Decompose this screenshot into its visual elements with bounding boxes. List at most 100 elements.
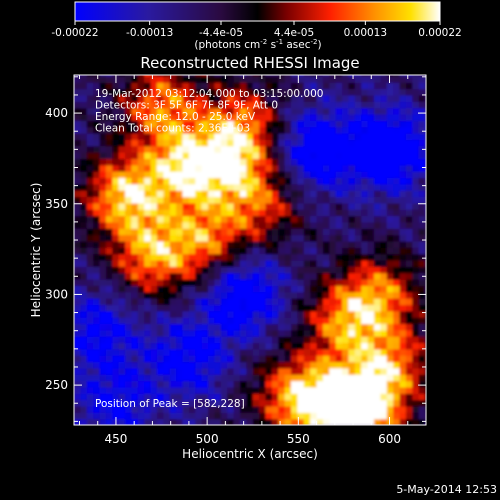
heatmap-cell [176, 101, 184, 109]
heatmap-cell [412, 399, 420, 407]
heatmap-cell [354, 75, 362, 83]
heatmap-cell [374, 348, 381, 356]
heatmap-cell [297, 336, 305, 344]
heatmap-cell [99, 361, 107, 369]
heatmap-cell [99, 133, 107, 140]
heatmap-cell [412, 234, 420, 242]
heatmap-cell [93, 240, 101, 248]
heatmap-cell [374, 88, 381, 96]
heatmap-cell [374, 209, 381, 217]
heatmap-cell [105, 228, 113, 236]
heatmap-cell [156, 298, 164, 306]
heatmap-cell [386, 361, 394, 369]
heatmap-cell [74, 336, 81, 344]
heatmap-cell [93, 158, 101, 166]
heatmap-cell [188, 196, 196, 204]
heatmap-cell [246, 412, 254, 420]
heatmap-cell [227, 190, 235, 198]
heatmap-cell [220, 145, 228, 153]
heatmap-cell [74, 285, 81, 293]
heatmap-cell [405, 291, 413, 299]
heatmap-cell [361, 126, 369, 134]
heatmap-cell [131, 82, 139, 90]
heatmap-cell [393, 323, 401, 331]
heatmap-cell [220, 247, 228, 255]
heatmap-cell [259, 113, 267, 121]
heatmap-cell [182, 177, 190, 185]
heatmap-cell [214, 183, 222, 191]
heatmap-cell [259, 120, 267, 128]
heatmap-cell [99, 279, 107, 286]
heatmap-cell [195, 279, 203, 286]
heatmap-cell [220, 279, 228, 286]
heatmap-cell [386, 374, 394, 382]
heatmap-cell [150, 75, 158, 77]
heatmap-cell [144, 120, 152, 128]
heatmap-cell [418, 139, 426, 147]
heatmap-cell [195, 152, 203, 160]
heatmap-cell [227, 202, 235, 210]
heatmap-cell [99, 158, 107, 166]
heatmap-cell [163, 285, 171, 293]
heatmap-cell [99, 82, 107, 90]
heatmap-cell [227, 107, 235, 115]
heatmap-cell [118, 190, 126, 198]
heatmap-cell [169, 374, 177, 382]
heatmap-cell [246, 139, 254, 147]
heatmap-cell [374, 164, 381, 172]
heatmap-cell [412, 253, 420, 261]
heatmap-cell [150, 317, 158, 325]
heatmap-cell [386, 266, 394, 274]
heatmap-cell [342, 386, 350, 394]
heatmap-cell [380, 209, 388, 217]
heatmap-cell [99, 209, 107, 217]
heatmap-cell [354, 158, 362, 166]
heatmap-cell [405, 152, 413, 160]
heatmap-cell [418, 291, 426, 299]
heatmap-cell [74, 101, 81, 109]
heatmap-cell [418, 107, 426, 115]
heatmap-cell [399, 291, 407, 299]
heatmap-cell [93, 101, 101, 109]
heatmap-cell [405, 380, 413, 388]
heatmap-cell [367, 266, 375, 274]
heatmap-cell [156, 304, 164, 312]
heatmap-cell [335, 126, 343, 134]
heatmap-cell [93, 196, 101, 204]
heatmap-cell [380, 266, 388, 274]
heatmap-cell [208, 348, 216, 356]
heatmap-cell [310, 152, 318, 160]
heatmap-cell [278, 355, 286, 363]
heatmap-cell [348, 272, 356, 280]
heatmap-cell [125, 82, 133, 90]
heatmap-cell [220, 120, 228, 128]
heatmap-cell [150, 94, 158, 102]
heatmap-cell [354, 399, 362, 407]
heatmap-cell [297, 298, 305, 306]
heatmap-cell [374, 126, 381, 134]
heatmap-cell [74, 107, 81, 115]
heatmap-cell [182, 304, 190, 312]
heatmap-cell [201, 380, 209, 388]
heatmap-cell [386, 304, 394, 312]
heatmap-cell [265, 253, 273, 261]
heatmap-cell [86, 348, 94, 356]
heatmap-cell [176, 386, 184, 394]
heatmap-cell [156, 253, 164, 261]
heatmap-cell [125, 380, 133, 388]
heatmap-cell [112, 399, 120, 407]
heatmap-cell [303, 120, 311, 128]
heatmap-cell [239, 94, 247, 102]
heatmap-cell [335, 183, 343, 191]
heatmap-cell [214, 133, 222, 140]
heatmap-cell [265, 304, 273, 312]
heatmap-cell [112, 253, 120, 261]
heatmap-cell [405, 164, 413, 172]
heatmap-cell [220, 88, 228, 96]
heatmap-cell [182, 418, 190, 425]
heatmap-cell [278, 342, 286, 350]
heatmap-cell [322, 367, 330, 375]
heatmap-cell [125, 228, 133, 236]
heatmap-cell [291, 171, 299, 179]
heatmap-cell [399, 228, 407, 236]
